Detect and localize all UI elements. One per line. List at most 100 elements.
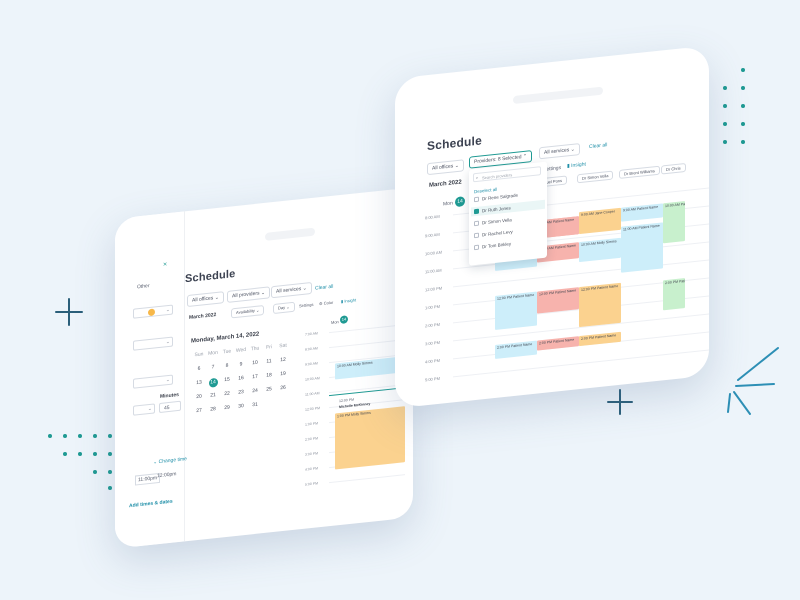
calendar-day[interactable]: 25 xyxy=(266,386,272,393)
availability-label: Availability xyxy=(236,307,255,315)
calendar-day[interactable]: 24 xyxy=(252,387,258,395)
calendar-day[interactable]: 21 xyxy=(210,392,216,399)
provider-column-header[interactable]: Dr Simon Vella xyxy=(577,170,614,184)
clear-all-link[interactable]: Clear all xyxy=(315,283,334,292)
availability-select[interactable]: Availability ⌄ xyxy=(231,304,265,319)
calendar-day[interactable]: 19 xyxy=(280,370,286,378)
provider-search-input[interactable]: ⌕ Search providers xyxy=(473,166,541,183)
providers-filter[interactable]: All providers ⌄ xyxy=(227,286,271,303)
month-label: March 2022 xyxy=(189,312,217,321)
services-filter[interactable]: All services ⌄ xyxy=(539,143,580,160)
time-label: 10:00 AM xyxy=(425,249,442,257)
provider-option[interactable]: Dr Rachel Levy xyxy=(474,229,513,239)
provider-column-header[interactable]: Dr Brent Williams xyxy=(619,165,660,179)
select-field[interactable]: ⌄ xyxy=(133,374,173,389)
minutes-field[interactable]: 45 xyxy=(159,400,181,414)
calendar-day-selected[interactable]: 14 xyxy=(208,377,218,388)
event-block[interactable]: 12:00 PM Patient Name xyxy=(579,282,621,328)
day-column-number[interactable]: 14 xyxy=(340,315,348,325)
checkbox[interactable] xyxy=(474,220,479,227)
search-icon: ⌕ xyxy=(476,174,479,180)
provider-option[interactable]: Dr Simon Vella xyxy=(474,217,512,227)
insight-button[interactable]: ▮ Insight xyxy=(341,297,357,304)
offices-label: All offices xyxy=(432,163,454,172)
select-field[interactable]: ⌄ xyxy=(133,336,173,351)
time-label: 2:00 PM xyxy=(305,436,319,442)
time-label: 2:00 PM xyxy=(425,321,440,329)
offices-filter[interactable]: All offices ⌄ xyxy=(187,291,224,308)
chevron-down-icon: ⌄ xyxy=(165,376,170,384)
event-label: 10:00 AM Molly Simms xyxy=(337,360,373,369)
close-icon[interactable]: × xyxy=(163,261,168,269)
event-block[interactable]: 2:00 PM Patient Name xyxy=(663,278,685,311)
provider-column-header[interactable]: Dr Chris xyxy=(661,162,686,175)
providers-label: All providers xyxy=(232,290,260,300)
calendar-day[interactable]: 27 xyxy=(196,407,202,415)
color-select[interactable]: ⌄ xyxy=(133,304,173,319)
calendar-day[interactable]: 22 xyxy=(224,390,230,398)
chevron-down-icon: ⌄ xyxy=(165,338,170,346)
event-block[interactable]: 9:00 AM Jane Cooper xyxy=(579,207,621,235)
color-label: Color xyxy=(323,299,334,306)
burst-lines-icon xyxy=(727,347,779,415)
url-bar xyxy=(265,227,315,241)
calendar-day[interactable]: 18 xyxy=(266,372,272,379)
color-button[interactable]: ⚙ Color xyxy=(319,299,334,307)
clear-all-link[interactable]: Clear all xyxy=(589,142,608,151)
change-time-link[interactable]: ⌄ Change time xyxy=(153,456,187,466)
provider-columns: Miguel Pons Dr Simon Vella Dr Brent Willia… xyxy=(535,158,709,191)
calendar-day[interactable]: 29 xyxy=(224,404,230,412)
calendar-day[interactable]: 20 xyxy=(196,393,202,401)
calendar-day[interactable]: 6 xyxy=(197,365,201,372)
settings-button[interactable]: Settings xyxy=(299,301,314,309)
day-select[interactable]: Day ⌄ xyxy=(273,301,295,315)
event-block[interactable]: 12:00 PM Patient Name xyxy=(495,291,537,330)
calendar-day[interactable]: 15 xyxy=(224,376,230,384)
event-block[interactable]: 11:00 AM Patient Name xyxy=(621,222,663,273)
calendar-day[interactable]: 28 xyxy=(210,406,216,413)
event-block[interactable]: 10:00 AM Patient Name xyxy=(663,201,685,244)
time-label: 9:00 AM xyxy=(305,361,318,367)
calendar-day[interactable]: 8 xyxy=(225,362,229,370)
calendar-day[interactable]: 31 xyxy=(252,401,258,409)
day-number[interactable]: 14 xyxy=(455,196,465,208)
sparkle-icon xyxy=(55,298,83,326)
deselect-all-link[interactable]: Deselect all xyxy=(474,186,498,195)
calendar-day[interactable]: 16 xyxy=(238,375,244,382)
calendar-day[interactable]: 9 xyxy=(239,361,243,368)
checkbox[interactable] xyxy=(474,196,479,203)
weekday-header: Sat xyxy=(279,342,287,350)
time-to[interactable]: 12:00pm xyxy=(157,471,177,480)
url-bar xyxy=(513,86,603,105)
weekday-header: Tue xyxy=(222,348,232,356)
provider-option[interactable]: Dr Tom Birkley xyxy=(474,241,511,251)
calendar-day[interactable]: 12 xyxy=(280,356,286,364)
calendar-day[interactable]: 23 xyxy=(238,389,244,396)
calendar-day[interactable]: 13 xyxy=(196,379,202,387)
side-tab-other[interactable]: Other xyxy=(137,283,150,291)
time-label: 7:00 AM xyxy=(305,331,318,337)
calendar-day[interactable]: 11 xyxy=(266,358,272,365)
provider-option[interactable]: Dr Rene Salgrade xyxy=(474,193,518,203)
add-times-link[interactable]: Add times & dates xyxy=(129,498,173,510)
time-label: 11:00 AM xyxy=(305,391,320,397)
calendar-day[interactable]: 30 xyxy=(238,403,244,410)
checkbox[interactable] xyxy=(474,232,479,239)
time-label: 4:00 PM xyxy=(425,357,440,365)
weekday-header: Sun xyxy=(194,351,204,359)
insight-button[interactable]: ▮ Insight xyxy=(567,161,586,170)
event-label: 2:00 PM Patient Name xyxy=(581,333,617,341)
checkbox[interactable] xyxy=(474,244,479,251)
calendar-day[interactable]: 26 xyxy=(280,384,286,392)
hours-stepper[interactable]: ⌄ xyxy=(133,403,155,416)
event-block[interactable]: 12:00 PM Patient Name xyxy=(537,287,579,314)
time-label: 1:00 PM xyxy=(425,303,440,311)
calendar-day[interactable]: 17 xyxy=(252,373,258,381)
calendar-day[interactable]: 7 xyxy=(211,364,215,371)
checkbox[interactable] xyxy=(474,208,479,215)
event-label: 2:00 PM Patient Name xyxy=(497,342,533,350)
calendar-day[interactable]: 10 xyxy=(252,359,258,367)
offices-filter[interactable]: All offices ⌄ xyxy=(427,159,464,176)
services-filter[interactable]: All services ⌄ xyxy=(271,281,312,299)
event-block[interactable]: 1:00 PM Molly Simms xyxy=(335,406,405,470)
